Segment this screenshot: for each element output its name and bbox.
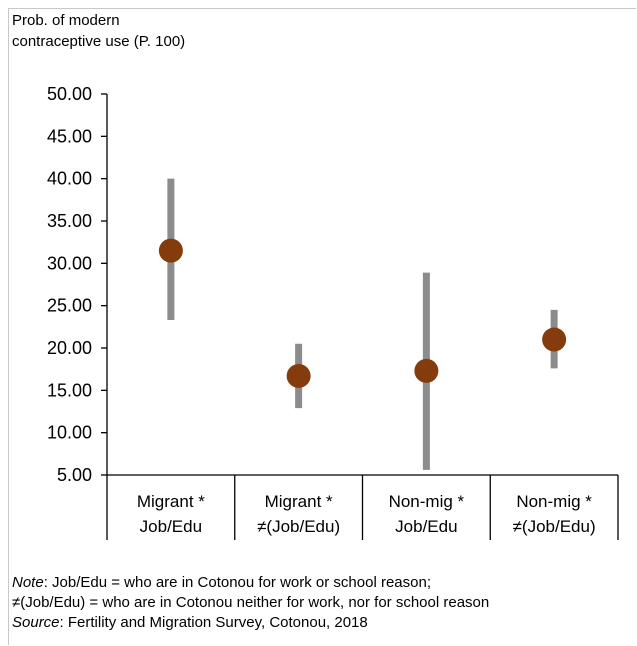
y-tick-label: 45.00	[47, 126, 92, 146]
x-category-label-line1: Migrant *	[137, 492, 205, 511]
point-estimate-marker	[542, 327, 567, 352]
y-axis-title-line-2: contraceptive use (P. 100)	[12, 33, 186, 50]
note-text: : Job/Edu = who are in Cotonou for work …	[43, 574, 431, 591]
note-line-2: ≠(Job/Edu) = who are in Cotonou neither …	[12, 594, 490, 611]
y-tick-label: 35.00	[47, 211, 92, 231]
x-category-label-line2: Job/Edu	[395, 517, 457, 536]
point-estimate-marker	[158, 238, 183, 263]
y-axis-title-line-1: Prob. of modern	[12, 12, 120, 29]
y-tick-label: 30.00	[47, 253, 92, 273]
figure-frame	[8, 8, 636, 645]
note-label: Note	[12, 574, 44, 591]
figure-notes: Note: Job/Edu = who are in Cotonou for w…	[12, 573, 489, 633]
x-category-label-line1: Non-mig *	[516, 492, 592, 511]
y-tick-label: 15.00	[47, 380, 92, 400]
y-tick-label: 5.00	[57, 465, 92, 485]
x-category-label-line1: Migrant *	[265, 492, 333, 511]
x-category-label-line2: ≠(Job/Edu)	[513, 517, 596, 536]
y-axis-title: Prob. of modern contraceptive use (P. 10…	[12, 10, 185, 52]
source-label: Source	[12, 614, 60, 631]
note-line-1: Note: Job/Edu = who are in Cotonou for w…	[12, 573, 489, 593]
point-estimate-marker	[286, 363, 311, 388]
y-tick-label: 40.00	[47, 169, 92, 189]
x-category-label-line2: ≠(Job/Edu)	[257, 517, 340, 536]
y-tick-label: 25.00	[47, 296, 92, 316]
y-tick-label: 50.00	[47, 84, 92, 104]
source-line: Source: Fertility and Migration Survey, …	[12, 613, 489, 633]
y-tick-label: 20.00	[47, 338, 92, 358]
x-category-label-line1: Non-mig *	[389, 492, 465, 511]
chart-plot: 50.00 45.00 40.00 35.00 30.00 25.00 20.00 15.00…	[47, 84, 619, 540]
point-estimate-marker	[414, 358, 439, 383]
y-tick-label: 10.00	[47, 423, 92, 443]
source-text: : Fertility and Migration Survey, Cotono…	[59, 614, 368, 631]
x-category-label-line2: Job/Edu	[140, 517, 202, 536]
